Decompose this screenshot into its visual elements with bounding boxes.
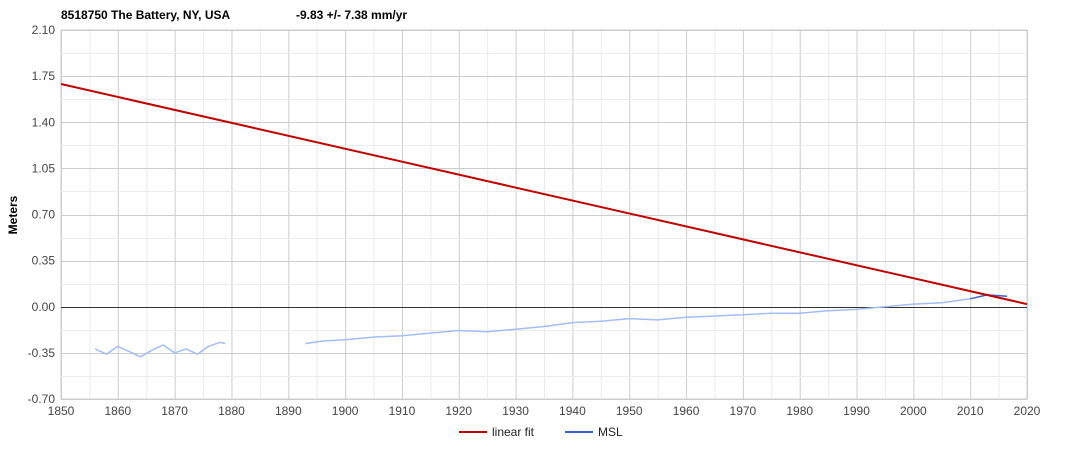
msl-series-line: [94, 341, 226, 358]
chart-title: 8518750 The Battery, NY, USA: [61, 8, 231, 22]
y-tick-label: 1.05: [32, 161, 56, 175]
gridlines: [60, 29, 1028, 400]
x-tick-label: 1920: [445, 404, 472, 418]
chart-subtitle: -9.83 +/- 7.38 mm/yr: [296, 8, 407, 22]
y-tick-label: -0.35: [28, 346, 56, 360]
y-axis-title: Meters: [6, 195, 20, 234]
x-tick-label: 1910: [389, 404, 416, 418]
x-tick-label: 2020: [1014, 404, 1041, 418]
linear-fit-line: [60, 83, 1028, 306]
x-tick-label: 1900: [332, 404, 359, 418]
x-tick-label: 1960: [673, 404, 700, 418]
x-tick-label: 1870: [161, 404, 188, 418]
x-tick-label: 1940: [559, 404, 586, 418]
y-tick-label: 0.00: [32, 300, 56, 314]
x-tick-label: 1880: [218, 404, 245, 418]
y-tick-label: 1.75: [32, 69, 56, 83]
axis-tick-labels: 1850 1860 1870 1880 1890 1900 1910 1920 1930 1940…: [28, 23, 1041, 418]
y-tick-label: 0.35: [32, 254, 56, 268]
y-tick-label: -0.70: [28, 392, 56, 406]
msl-series-line: [305, 298, 971, 345]
x-tick-label: 1860: [104, 404, 131, 418]
y-tick-label: 1.40: [32, 115, 56, 129]
x-tick-label: 2000: [900, 404, 927, 418]
x-tick-label: 2010: [957, 404, 984, 418]
x-tick-label: 1930: [502, 404, 529, 418]
x-tick-label: 1980: [786, 404, 813, 418]
x-tick-label: 1850: [48, 404, 75, 418]
legend-label: MSL: [598, 425, 623, 439]
x-tick-label: 1990: [843, 404, 870, 418]
y-tick-label: 0.70: [32, 208, 56, 222]
x-tick-label: 1890: [275, 404, 302, 418]
legend-label: linear fit: [492, 425, 535, 439]
x-tick-label: 1970: [730, 404, 757, 418]
legend: linear fit MSL: [459, 425, 623, 439]
y-tick-label: 2.10: [32, 23, 56, 37]
x-tick-label: 1950: [616, 404, 643, 418]
series-lines: [60, 83, 1028, 358]
